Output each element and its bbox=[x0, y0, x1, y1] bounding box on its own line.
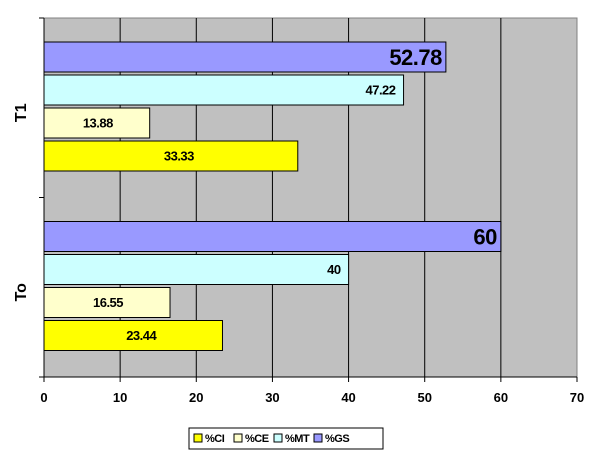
x-tick-label: 30 bbox=[265, 390, 279, 405]
legend-swatch bbox=[193, 433, 203, 443]
x-tick-label: 40 bbox=[341, 390, 355, 405]
x-axis-ticks: 0 10 20 30 40 50 60 70 bbox=[40, 377, 584, 405]
x-tick-label: 0 bbox=[40, 390, 47, 405]
legend-box bbox=[188, 427, 384, 450]
bar bbox=[43, 254, 350, 285]
category-label: To bbox=[13, 283, 30, 302]
category-label: T1 bbox=[13, 103, 30, 122]
legend-swatch bbox=[313, 433, 323, 443]
axes bbox=[39, 17, 577, 378]
bar bbox=[43, 287, 171, 318]
data-label: 33.33 bbox=[164, 149, 194, 164]
data-label: 13.88 bbox=[83, 116, 113, 131]
bar bbox=[43, 74, 405, 106]
x-tick-label: 70 bbox=[570, 390, 584, 405]
bar bbox=[43, 221, 502, 252]
data-label: 60 bbox=[473, 224, 497, 249]
legend-label: %CI bbox=[205, 433, 225, 445]
legend-label: %GS bbox=[325, 433, 349, 445]
data-label: 40 bbox=[327, 262, 341, 277]
category-labels: To T1 bbox=[13, 103, 30, 301]
legend-swatch bbox=[233, 433, 243, 443]
x-tick-label: 10 bbox=[113, 390, 127, 405]
bar-series: 23.44 16.55 40 60 33.33 13.88 47.22 52.78 bbox=[43, 41, 502, 351]
legend-label: %MT bbox=[285, 433, 310, 445]
legend-label: %CE bbox=[245, 433, 269, 445]
bar bbox=[43, 41, 447, 73]
data-label: 23.44 bbox=[126, 328, 157, 343]
data-label: 47.22 bbox=[365, 83, 395, 98]
legend-swatch bbox=[273, 433, 283, 443]
legend: %CI %CE %MT %GS bbox=[188, 427, 384, 450]
x-tick-label: 60 bbox=[494, 390, 508, 405]
data-label: 16.55 bbox=[93, 295, 123, 310]
x-tick-label: 50 bbox=[417, 390, 431, 405]
data-label: 52.78 bbox=[389, 45, 442, 70]
x-tick-label: 20 bbox=[189, 390, 203, 405]
